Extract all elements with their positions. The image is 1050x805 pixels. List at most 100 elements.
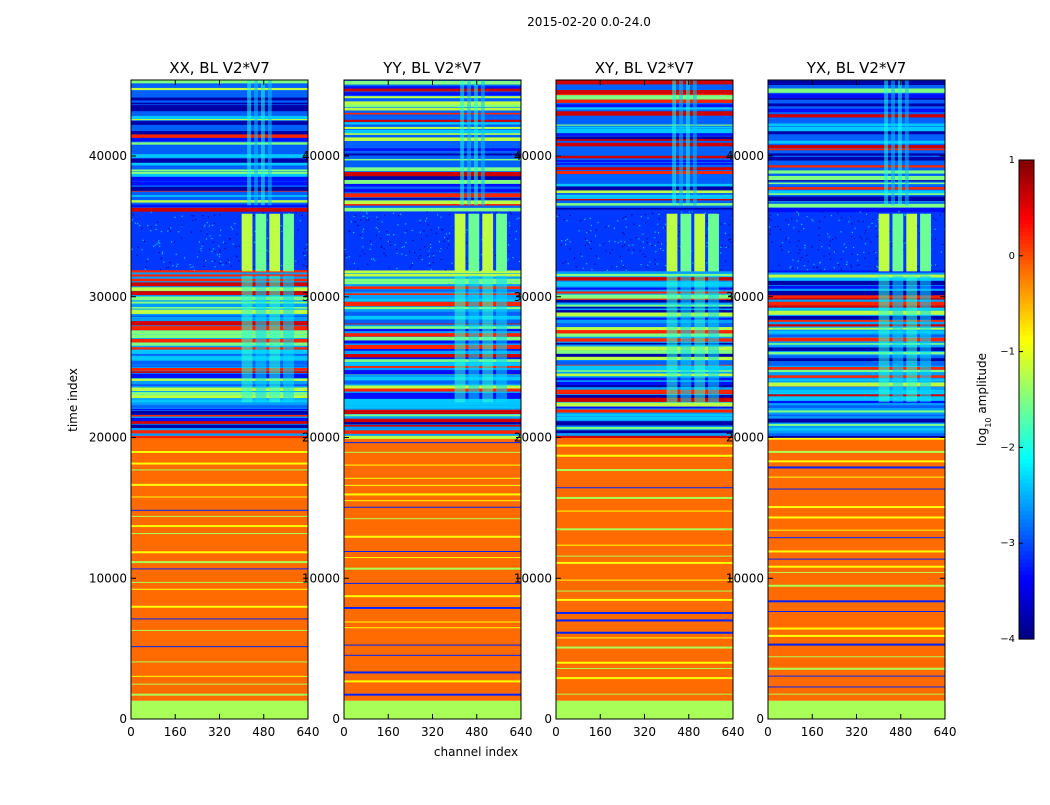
colorbar-segment <box>1019 439 1034 445</box>
stripe <box>131 435 308 439</box>
stripe <box>131 392 308 396</box>
speckle <box>594 263 596 265</box>
stripe <box>768 401 945 404</box>
colorbar-segment <box>1019 287 1034 293</box>
speckle <box>224 247 226 249</box>
speckle <box>230 265 232 267</box>
speckle <box>658 213 660 216</box>
speckle <box>236 256 238 258</box>
speckle <box>266 249 268 252</box>
speckle <box>371 258 373 260</box>
flag-line <box>556 677 733 680</box>
stripe <box>131 301 308 304</box>
speckle <box>830 258 832 261</box>
speckle <box>169 261 171 264</box>
speckle <box>132 214 134 216</box>
speckle <box>363 215 365 218</box>
flag-line <box>768 476 945 478</box>
stripe <box>131 149 308 152</box>
speckle <box>785 239 787 241</box>
stripe <box>344 107 521 111</box>
band-1 <box>556 437 733 701</box>
stripe <box>131 134 308 138</box>
speckle <box>304 254 306 256</box>
speckle <box>214 251 216 253</box>
speckle <box>681 211 683 213</box>
speckle <box>234 223 236 225</box>
speckle <box>383 214 386 216</box>
stripe <box>131 84 308 87</box>
speckle <box>578 230 580 232</box>
y-tick-label: 30000 <box>514 290 552 304</box>
colorbar-tick-label: −3 <box>1000 538 1015 549</box>
speckle <box>720 269 722 271</box>
x-tick-label: 0 <box>764 725 772 739</box>
speckle <box>280 264 283 267</box>
speckle <box>790 265 792 268</box>
speckle <box>159 242 161 244</box>
speckle <box>384 255 387 257</box>
speckle <box>728 224 730 226</box>
stripe <box>344 176 521 180</box>
speckle <box>819 262 821 264</box>
speckle <box>219 262 221 264</box>
stripe <box>556 190 733 194</box>
colorbar-segment <box>1019 355 1034 361</box>
flag-line <box>556 469 733 472</box>
stripe <box>344 86 521 89</box>
flag-line <box>768 667 945 670</box>
speckle <box>230 226 232 228</box>
stripe <box>344 405 521 409</box>
speckle <box>640 216 642 218</box>
speckle <box>396 248 398 250</box>
colorbar-segment <box>1019 383 1034 389</box>
speckle <box>158 240 160 242</box>
rfi-block <box>255 213 267 272</box>
speckle <box>137 223 139 225</box>
stripe <box>131 173 308 177</box>
colorbar-segment <box>1019 399 1034 405</box>
speckle <box>236 233 238 235</box>
speckle <box>642 241 644 243</box>
speckle <box>419 231 421 233</box>
speckle <box>799 249 801 251</box>
flag-line <box>344 644 521 646</box>
flag-line <box>344 500 521 502</box>
speckle <box>865 213 868 215</box>
stripe <box>344 418 521 423</box>
stripe <box>131 114 308 120</box>
stripe <box>556 173 733 177</box>
stripe <box>768 293 945 298</box>
stripe <box>556 179 733 181</box>
speckle <box>620 240 622 242</box>
stripe <box>768 375 945 378</box>
speckle <box>211 250 213 253</box>
speckle <box>430 229 432 231</box>
stripe <box>344 142 521 146</box>
stripe <box>344 133 521 135</box>
speckle <box>202 226 204 228</box>
heatmap-image <box>556 80 733 719</box>
stripe <box>768 343 945 345</box>
stripe <box>344 153 521 156</box>
stripe <box>768 316 945 320</box>
colorbar-segment <box>1019 275 1034 281</box>
speckle <box>595 229 598 231</box>
stripe <box>344 293 521 295</box>
speckle <box>374 259 376 262</box>
speckle <box>183 257 186 259</box>
stripe <box>344 380 521 384</box>
speckle <box>829 240 832 242</box>
speckle <box>144 268 146 270</box>
speckle <box>562 262 564 265</box>
stripe <box>344 198 521 200</box>
speckle <box>904 213 906 215</box>
stripe <box>131 309 308 314</box>
speckle <box>579 253 582 255</box>
speckle <box>660 243 663 245</box>
speckle <box>494 254 497 256</box>
speckle <box>161 253 164 255</box>
flag-line <box>768 634 945 637</box>
speckle <box>769 214 771 216</box>
speckle <box>212 241 214 243</box>
